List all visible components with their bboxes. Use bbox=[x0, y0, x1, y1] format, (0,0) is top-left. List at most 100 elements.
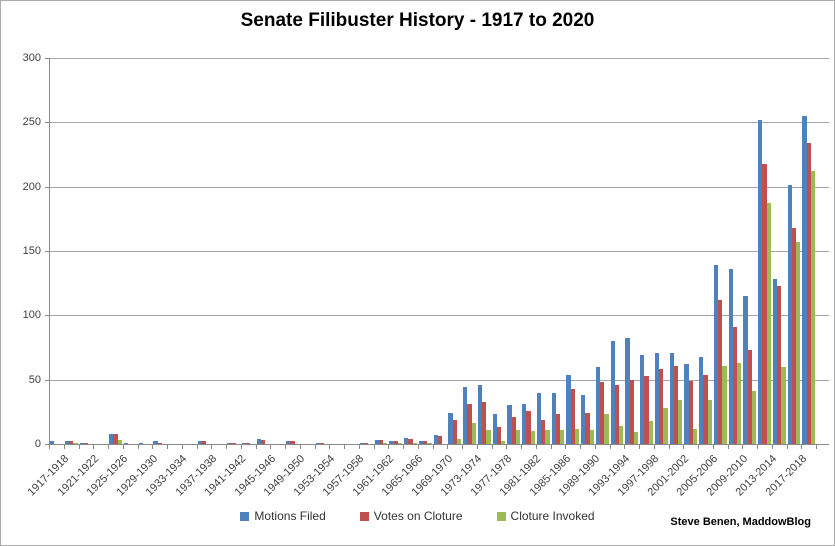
bar-votes-on-cloture bbox=[482, 401, 487, 444]
x-axis-tick bbox=[757, 445, 758, 449]
bar-motions-filed bbox=[418, 441, 424, 444]
bar-votes-on-cloture bbox=[791, 227, 797, 444]
bar-motions-filed bbox=[79, 442, 84, 444]
x-axis-tick bbox=[491, 445, 493, 449]
bar-cloture-invoked bbox=[427, 442, 432, 444]
x-axis-tick bbox=[639, 445, 640, 449]
x-axis-tick bbox=[771, 445, 773, 449]
bar-votes-on-cloture bbox=[496, 427, 502, 444]
bar-motions-filed bbox=[256, 438, 261, 444]
x-axis-tick bbox=[727, 445, 729, 449]
x-axis-tick bbox=[344, 445, 345, 449]
x-axis-tick bbox=[314, 445, 316, 449]
bar-cloture-invoked bbox=[471, 423, 476, 444]
bar-votes-on-cloture bbox=[511, 416, 516, 444]
bar-votes-on-cloture bbox=[629, 379, 634, 444]
bar-motions-filed bbox=[448, 413, 453, 444]
bar-votes-on-cloture bbox=[201, 441, 207, 444]
bar-votes-on-cloture bbox=[688, 380, 693, 444]
bar-cloture-invoked bbox=[604, 414, 609, 444]
bar-motions-filed bbox=[625, 338, 630, 444]
bar-motions-filed bbox=[286, 441, 291, 444]
x-axis-tick bbox=[535, 445, 537, 449]
x-axis-tick bbox=[742, 445, 744, 449]
x-axis-tick bbox=[358, 445, 360, 449]
bar-motions-filed bbox=[359, 442, 365, 444]
y-axis-tick bbox=[45, 58, 49, 59]
bar-motions-filed bbox=[50, 441, 55, 444]
bar-motions-filed bbox=[610, 341, 615, 444]
bar-votes-on-cloture bbox=[762, 163, 767, 444]
x-axis-tick bbox=[152, 445, 154, 449]
bar-votes-on-cloture bbox=[83, 442, 89, 444]
gridline-200 bbox=[49, 186, 829, 188]
bar-cloture-invoked bbox=[412, 442, 417, 444]
gridline-250 bbox=[49, 122, 829, 124]
x-axis-tick bbox=[550, 445, 552, 449]
bar-cloture-invoked bbox=[663, 407, 668, 444]
bar-motions-filed bbox=[463, 387, 468, 444]
bar-cloture-invoked bbox=[737, 362, 742, 444]
gridline-300 bbox=[49, 58, 829, 59]
bar-cloture-invoked bbox=[117, 440, 122, 444]
y-axis-tick bbox=[45, 379, 49, 381]
bar-motions-filed bbox=[123, 442, 129, 444]
bar-votes-on-cloture bbox=[644, 375, 649, 444]
x-axis-tick bbox=[181, 445, 183, 449]
bar-cloture-invoked bbox=[796, 241, 801, 444]
x-axis-line bbox=[45, 444, 829, 445]
bar-votes-on-cloture bbox=[526, 410, 531, 444]
y-tick-label-50: 50 bbox=[28, 373, 41, 386]
bar-votes-on-cloture bbox=[231, 442, 236, 444]
bar-votes-on-cloture bbox=[541, 419, 546, 444]
bar-cloture-invoked bbox=[751, 391, 757, 444]
bar-cloture-invoked bbox=[530, 431, 535, 444]
bar-votes-on-cloture bbox=[437, 436, 443, 444]
x-axis-tick bbox=[417, 445, 419, 449]
x-axis-tick bbox=[226, 445, 227, 449]
bar-votes-on-cloture bbox=[555, 414, 561, 444]
bar-motions-filed bbox=[109, 433, 114, 444]
legend-item-votes-on-cloture: Votes on Cloture bbox=[359, 509, 463, 523]
x-axis-tick bbox=[49, 445, 50, 449]
bar-cloture-invoked bbox=[648, 420, 653, 444]
bar-motions-filed bbox=[654, 352, 660, 444]
x-axis-tick bbox=[403, 445, 404, 449]
bar-motions-filed bbox=[566, 374, 571, 444]
x-axis-tick bbox=[683, 445, 685, 449]
x-axis-tick bbox=[698, 445, 699, 449]
bar-motions-filed bbox=[743, 296, 748, 444]
bar-votes-on-cloture bbox=[703, 374, 708, 444]
bar-votes-on-cloture bbox=[260, 440, 266, 444]
y-tick-label-150: 150 bbox=[22, 245, 41, 257]
bar-votes-on-cloture bbox=[777, 285, 782, 444]
x-axis-tick bbox=[108, 445, 109, 449]
x-axis-tick bbox=[447, 445, 449, 449]
chart-title: Senate Filibuster History - 1917 to 2020 bbox=[240, 10, 595, 31]
bar-cloture-invoked bbox=[722, 365, 727, 444]
bar-votes-on-cloture bbox=[600, 382, 605, 444]
bar-votes-on-cloture bbox=[319, 442, 325, 444]
bar-motions-filed bbox=[684, 364, 689, 444]
bar-cloture-invoked bbox=[383, 442, 388, 444]
x-axis-tick bbox=[388, 445, 390, 449]
x-axis-tick bbox=[167, 445, 168, 449]
bar-motions-filed bbox=[138, 442, 143, 444]
y-tick-label-0: 0 bbox=[34, 438, 41, 450]
bar-cloture-invoked bbox=[73, 442, 78, 444]
bar-votes-on-cloture bbox=[732, 326, 738, 444]
bar-motions-filed bbox=[669, 352, 674, 444]
x-axis-tick bbox=[801, 445, 803, 449]
x-tick-label-2017-2018: 2017-2018 bbox=[763, 452, 810, 499]
bar-cloture-invoked bbox=[456, 438, 462, 444]
x-axis-tick bbox=[329, 445, 331, 449]
x-axis-tick bbox=[668, 445, 670, 449]
bar-votes-on-cloture bbox=[718, 299, 723, 444]
attribution: Steve Benen, MaddowBlog bbox=[670, 516, 811, 528]
bar-votes-on-cloture bbox=[157, 442, 162, 444]
bar-votes-on-cloture bbox=[408, 438, 413, 444]
y-axis-tick bbox=[45, 251, 49, 252]
bar-cloture-invoked bbox=[766, 203, 771, 444]
bar-motions-filed bbox=[374, 440, 379, 444]
